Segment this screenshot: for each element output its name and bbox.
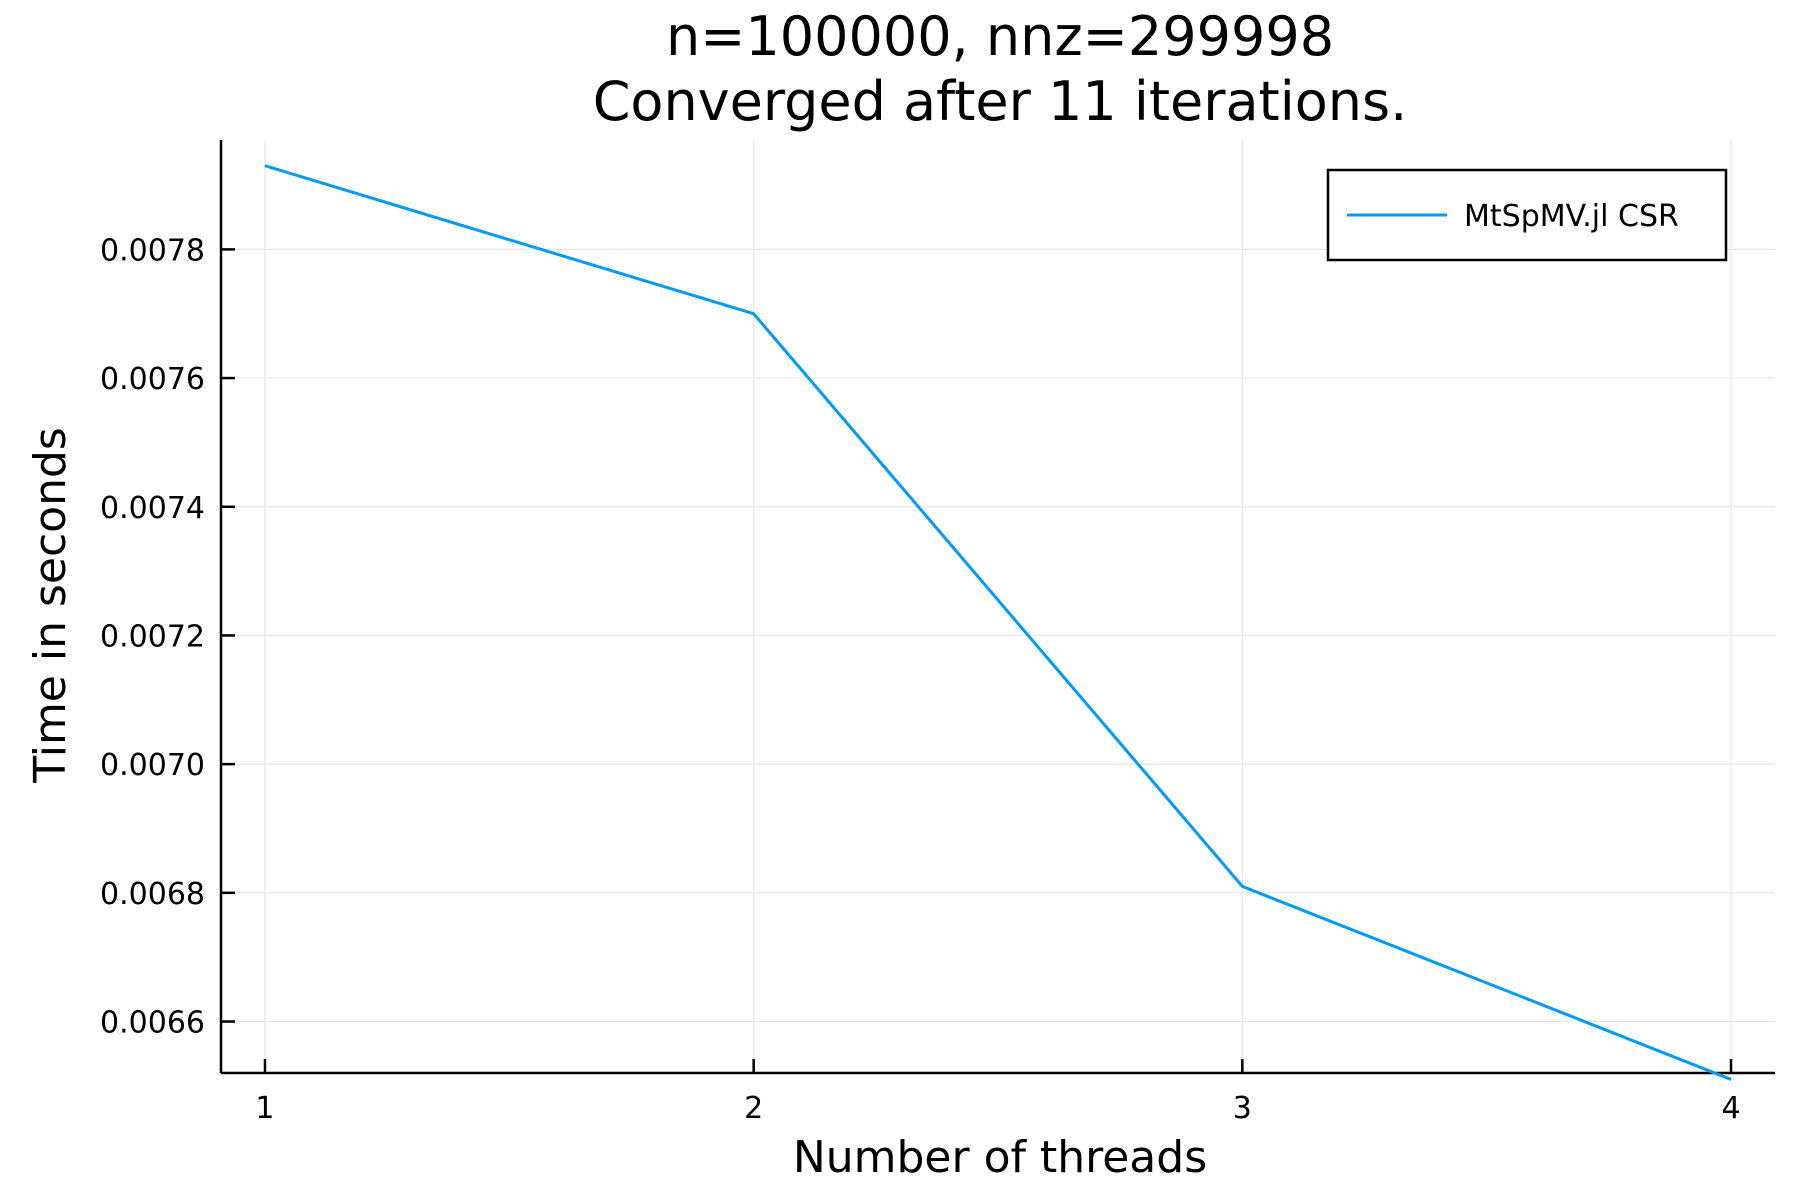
y-tick-label: 0.0068 bbox=[100, 877, 205, 912]
tick-labels: 1 2 3 4 0.0066 0.0068 0.0070 0.0072 0.0074 0.0076… bbox=[100, 233, 1741, 1126]
y-tick-label: 0.0072 bbox=[100, 619, 205, 654]
y-tick-label: 0.0078 bbox=[100, 233, 205, 268]
y-tick-label: 0.0066 bbox=[100, 1006, 205, 1041]
x-tick-label: 4 bbox=[1721, 1091, 1740, 1126]
y-tick-label: 0.0074 bbox=[100, 491, 205, 526]
series-line bbox=[264, 164, 1732, 1081]
y-axis-label: Time in seconds bbox=[25, 427, 76, 784]
chart-title: n=100000, nnz=299998 bbox=[666, 5, 1334, 68]
grid-lines bbox=[221, 140, 1775, 1073]
axes bbox=[219, 140, 1775, 1075]
series-layer bbox=[264, 164, 1732, 1081]
legend: MtSpMV.jl CSR bbox=[1326, 168, 1728, 262]
chart-subtitle: Converged after 11 iterations. bbox=[593, 70, 1408, 133]
y-tick-label: 0.0070 bbox=[100, 748, 205, 783]
y-tick-label: 0.0076 bbox=[100, 362, 205, 397]
x-tick-label: 1 bbox=[255, 1091, 274, 1126]
x-axis-label: Number of threads bbox=[793, 1132, 1207, 1183]
x-tick-label: 3 bbox=[1233, 1091, 1252, 1126]
x-tick-label: 2 bbox=[744, 1091, 763, 1126]
legend-label: MtSpMV.jl CSR bbox=[1464, 199, 1679, 234]
